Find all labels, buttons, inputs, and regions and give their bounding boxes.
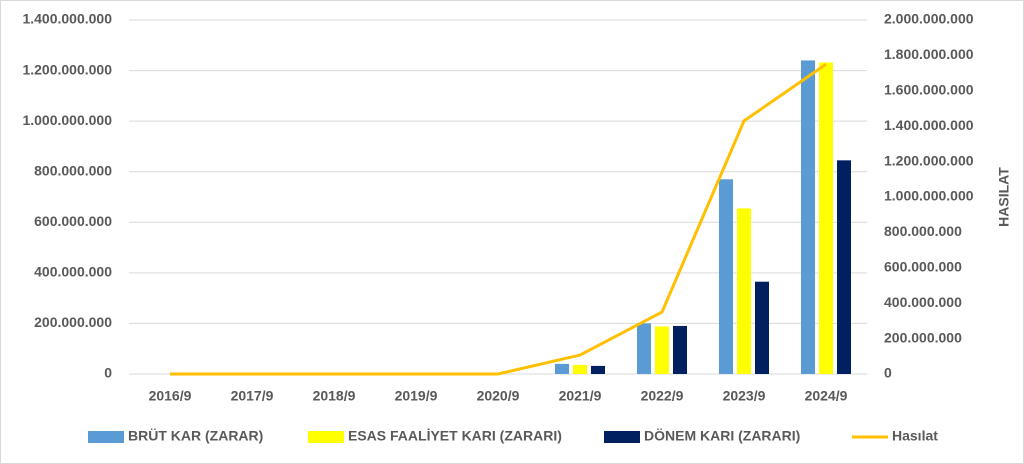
bar <box>737 208 751 374</box>
y2-tick-label: 0 <box>884 365 892 381</box>
y2-tick-label: 1.400.000.000 <box>884 117 974 133</box>
y-tick-label: 800.000.000 <box>34 162 112 178</box>
y2-tick-label: 2.000.000.000 <box>884 11 974 27</box>
y2-axis-title: HASILAT <box>996 167 1012 227</box>
bar <box>655 326 669 374</box>
bar <box>755 281 769 374</box>
y2-tick-label: 1.200.000.000 <box>884 152 974 168</box>
bar <box>837 160 851 374</box>
y-tick-label: 1.400.000.000 <box>22 11 112 27</box>
y-tick-label: 0 <box>104 365 112 381</box>
x-tick-label: 2016/9 <box>149 388 192 404</box>
y-tick-label: 600.000.000 <box>34 213 112 229</box>
y-tick-label: 400.000.000 <box>34 264 112 280</box>
y-tick-label: 1.000.000.000 <box>22 112 112 128</box>
bar <box>801 60 815 374</box>
x-tick-label: 2024/9 <box>805 388 848 404</box>
x-tick-label: 2017/9 <box>231 388 274 404</box>
legend-label: Hasılat <box>892 428 938 444</box>
x-tick-label: 2021/9 <box>559 388 602 404</box>
legend-label: DÖNEM KARI (ZARARI) <box>644 428 800 444</box>
line <box>170 63 827 376</box>
bar <box>555 363 569 374</box>
y-tick-label: 200.000.000 <box>34 314 112 330</box>
bar <box>591 365 605 374</box>
x-tick-label: 2022/9 <box>641 388 684 404</box>
legend-label: ESAS FAALİYET KARI (ZARARI) <box>348 428 562 444</box>
x-tick-label: 2018/9 <box>313 388 356 404</box>
bar <box>573 364 587 374</box>
bar <box>719 179 733 374</box>
legend-swatch <box>88 431 124 443</box>
y2-tick-label: 1.800.000.000 <box>884 46 974 62</box>
y2-tick-label: 600.000.000 <box>884 259 962 275</box>
bar <box>673 325 687 374</box>
y2-tick-label: 400.000.000 <box>884 294 962 310</box>
y2-tick-label: 200.000.000 <box>884 329 962 345</box>
bar <box>637 323 651 374</box>
y-tick-label: 1.200.000.000 <box>22 61 112 77</box>
legend-swatch <box>308 431 344 443</box>
legend-label: BRÜT KAR (ZARAR) <box>128 428 263 444</box>
bar <box>819 62 833 374</box>
x-tick-label: 2020/9 <box>477 388 520 404</box>
x-tick-label: 2019/9 <box>395 388 438 404</box>
x-tick-label: 2023/9 <box>723 388 766 404</box>
y2-tick-label: 1.000.000.000 <box>884 188 974 204</box>
y2-tick-label: 1.600.000.000 <box>884 82 974 98</box>
y2-tick-label: 800.000.000 <box>884 223 962 239</box>
legend-swatch <box>604 431 640 443</box>
